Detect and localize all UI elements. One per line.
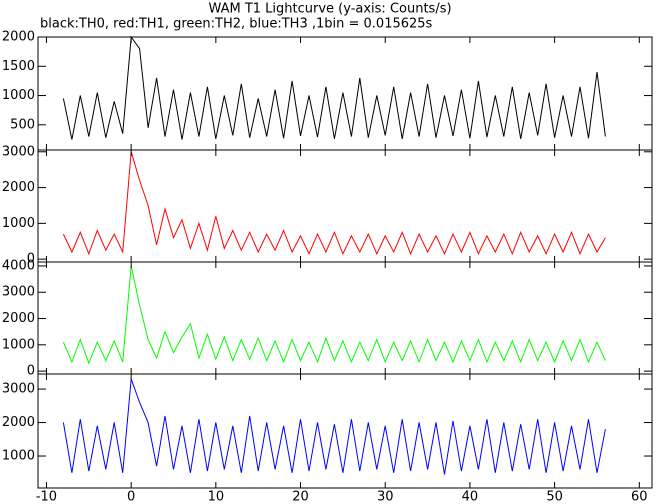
y-tick-label: 0 (27, 364, 35, 379)
y-tick-label: 0 (27, 252, 35, 267)
y-tick-label: 3000 (2, 144, 35, 159)
lightcurve (62, 378, 606, 475)
chart-title: WAM T1 Lightcurve (y-axis: Counts/s) (208, 2, 451, 17)
y-tick-label: 2000 (2, 311, 35, 326)
lightcurve (62, 151, 606, 256)
y-tick-label: 2000 (2, 180, 35, 195)
y-tick-label: 3000 (2, 382, 35, 397)
y-tick-label: 500 (10, 117, 35, 132)
y-tick-label: 3000 (2, 285, 35, 300)
y-tick-label: 4000 (2, 258, 35, 273)
panel-frame (37, 373, 653, 489)
y-tick-label: 1000 (2, 88, 35, 103)
x-tick-label: 30 (377, 490, 394, 504)
x-tick-label: 0 (127, 490, 135, 504)
x-tick-label: 50 (546, 490, 563, 504)
chart-subtitle: black:TH0, red:TH1, green:TH2, blue:TH3 … (40, 17, 433, 32)
y-tick-label: 2000 (2, 30, 35, 45)
x-tick-label: -10 (36, 490, 57, 504)
y-tick-label: 1000 (2, 216, 35, 231)
y-tick-label: 1000 (2, 337, 35, 352)
x-tick-label: 10 (208, 490, 225, 504)
y-tick-label: 1500 (2, 59, 35, 74)
y-tick-label: 2000 (2, 415, 35, 430)
lightcurve (62, 265, 606, 365)
x-tick-label: 60 (631, 490, 648, 504)
lightcurve (62, 35, 606, 140)
x-tick-label: 20 (292, 490, 309, 504)
x-tick-label: 40 (462, 490, 479, 504)
y-tick-label: 1000 (2, 449, 35, 464)
